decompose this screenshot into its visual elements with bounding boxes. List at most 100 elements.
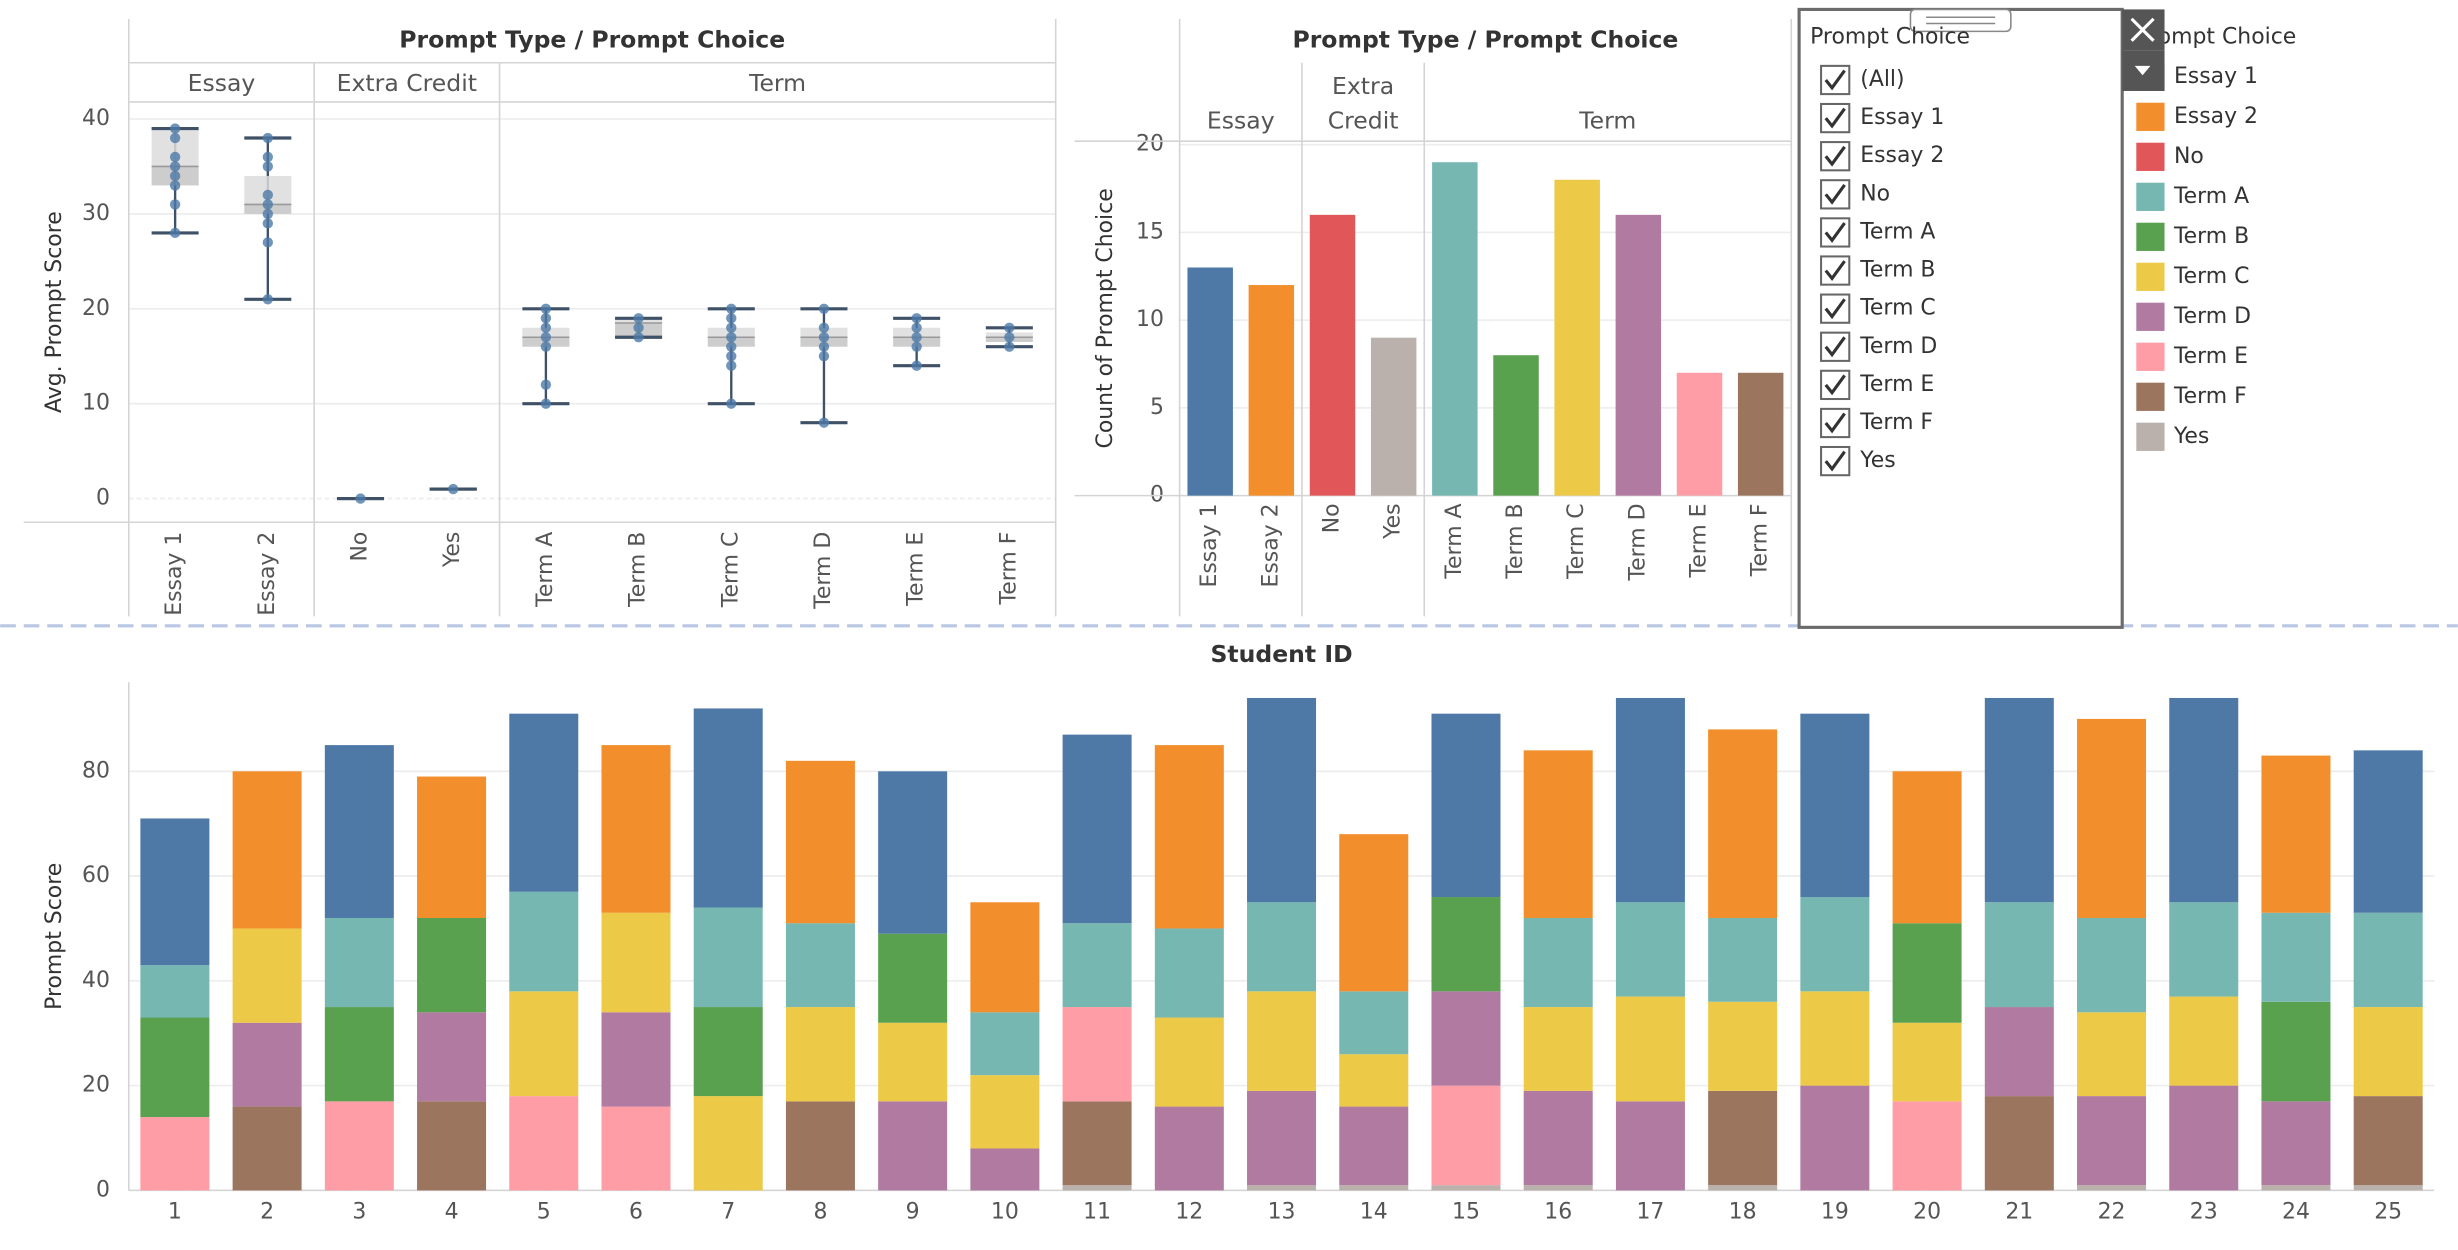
bar-segment	[2077, 718, 2147, 918]
point	[726, 322, 737, 333]
filter-option[interactable]: (All)	[1860, 67, 1904, 92]
bar	[1248, 285, 1295, 496]
filter-option[interactable]: Term F	[1859, 410, 1933, 435]
point	[818, 417, 830, 428]
point	[818, 332, 830, 343]
chart-title: Student ID	[1210, 640, 1352, 668]
x-tick-label: Term B	[626, 532, 651, 608]
point	[169, 132, 181, 144]
checkbox[interactable]	[1820, 369, 1851, 401]
bar-segment	[232, 1022, 302, 1107]
x-tick-label: 2	[260, 1199, 274, 1224]
group-label: Term	[749, 68, 807, 97]
point	[911, 360, 922, 371]
group-label: Extra Credit	[336, 68, 477, 97]
checkmark	[1824, 183, 1846, 205]
bar-segment	[1431, 1185, 1501, 1191]
checkbox[interactable]	[1820, 179, 1851, 210]
group-label-box: Term	[749, 68, 807, 97]
point	[540, 303, 552, 314]
x-tick-label: 25	[2374, 1199, 2402, 1224]
bar-segment	[1708, 1090, 1778, 1186]
point	[169, 123, 181, 134]
x-tick-label: 13	[1268, 1199, 1296, 1224]
point	[169, 199, 181, 210]
bar-segment	[2261, 1101, 2331, 1186]
x-tick-label: Essay 2	[255, 532, 280, 616]
checkbox[interactable]	[1820, 407, 1851, 439]
bar-segment	[878, 771, 948, 934]
bar-segment	[1247, 991, 1317, 1091]
filter-option[interactable]: Essay 1	[1860, 105, 1944, 130]
checkbox[interactable]	[1820, 445, 1851, 477]
bar-segment	[1523, 750, 1593, 918]
bar	[1370, 337, 1417, 496]
y-tick-label: 0	[96, 486, 110, 511]
bar-segment	[601, 1012, 671, 1107]
y-tick-label: 80	[82, 758, 110, 783]
point	[262, 218, 273, 229]
x-tick-label: 21	[2005, 1199, 2033, 1224]
bar-segment	[1154, 928, 1224, 1018]
x-tick-label: 7	[721, 1199, 735, 1224]
bar-segment	[1247, 902, 1317, 992]
bar-segment	[324, 745, 394, 918]
filter-option[interactable]: No	[1860, 181, 1890, 206]
filter-option[interactable]: Term B	[1859, 258, 1935, 283]
group-label-box: Extra Credit	[336, 68, 477, 97]
filter-option[interactable]: Term E	[1859, 372, 1934, 397]
point	[726, 332, 737, 343]
bar-segment	[785, 1101, 855, 1191]
checkmark	[1824, 145, 1846, 167]
checkbox[interactable]	[1820, 102, 1851, 134]
point	[169, 170, 181, 182]
checkbox[interactable]	[1820, 141, 1851, 172]
bar-segment	[1062, 1007, 1132, 1102]
bar-segment	[1247, 1090, 1317, 1186]
bar-segment	[878, 1022, 948, 1102]
bar	[1432, 162, 1478, 496]
x-tick-label: Term C	[1564, 503, 1589, 579]
bar-segment	[2077, 1012, 2147, 1097]
checkmark	[1824, 412, 1846, 434]
chart-title: Prompt Type / Prompt Choice	[1292, 25, 1678, 53]
bar	[1554, 179, 1600, 496]
close-icon	[2130, 17, 2155, 42]
point	[262, 237, 273, 248]
checkbox[interactable]	[1820, 217, 1851, 248]
point	[169, 151, 181, 163]
filter-option[interactable]: Essay 2	[1860, 143, 1944, 168]
legend-swatch	[2136, 182, 2165, 211]
x-tick-label: 9	[906, 1199, 920, 1224]
bar-segment	[2077, 917, 2147, 1013]
bar-segment	[509, 991, 579, 1097]
group-label-box: Extra Credit	[1328, 72, 1399, 135]
bar-segment	[693, 1007, 763, 1097]
filter-option[interactable]: Term D	[1859, 334, 1937, 359]
point	[726, 398, 737, 409]
x-tick-label: Term A	[1442, 503, 1467, 579]
legend-label: Yes	[2173, 424, 2209, 449]
legend-swatch	[2136, 262, 2165, 291]
point	[262, 132, 273, 144]
filter-option[interactable]: Term A	[1859, 219, 1935, 244]
filter-option[interactable]: Yes	[1859, 448, 1895, 473]
bar-segment	[1984, 902, 2054, 1008]
checkbox[interactable]	[1820, 293, 1851, 324]
checkbox[interactable]	[1820, 64, 1851, 96]
point	[169, 161, 181, 172]
bar-segment	[878, 1101, 948, 1191]
filter-panel	[1797, 7, 2124, 629]
bar-segment	[417, 1012, 487, 1102]
checkbox[interactable]	[1820, 255, 1851, 286]
group-label-box: Essay	[1207, 107, 1275, 135]
x-tick-label: 18	[1729, 1199, 1757, 1224]
checkmark	[1824, 222, 1846, 243]
filter-option[interactable]: Term C	[1859, 296, 1935, 321]
x-tick-label: Term B	[1503, 503, 1528, 579]
point	[726, 313, 737, 324]
menu-icon	[2134, 65, 2151, 76]
x-tick-label: 4	[445, 1199, 459, 1224]
checkbox[interactable]	[1820, 331, 1851, 362]
